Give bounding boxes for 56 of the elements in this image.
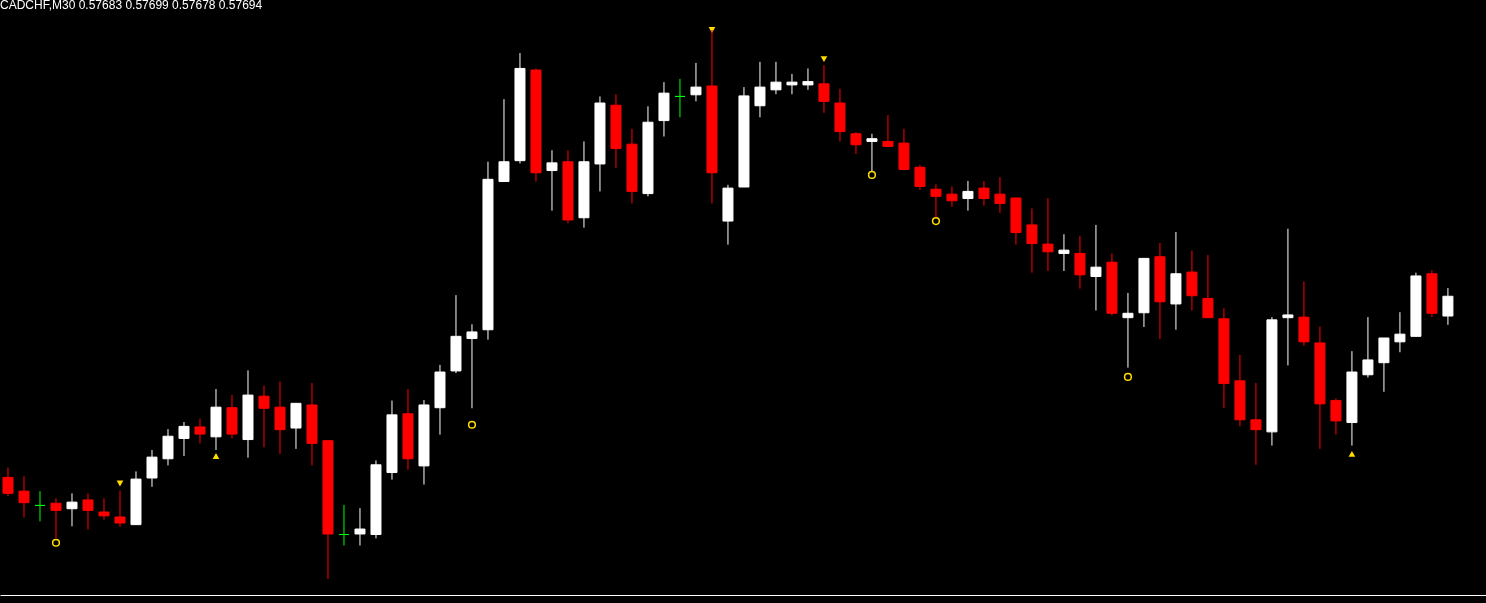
candlestick xyxy=(50,497,62,539)
point xyxy=(820,56,828,62)
candlestick xyxy=(1042,197,1054,272)
candlestick xyxy=(498,98,510,183)
candlestick xyxy=(1058,233,1070,272)
candlestick xyxy=(274,380,286,455)
point xyxy=(467,420,477,429)
candlestick xyxy=(802,67,814,91)
candlestick xyxy=(354,507,366,547)
candlestick xyxy=(1250,382,1262,466)
candlestick xyxy=(1362,316,1374,379)
candlestick xyxy=(754,61,766,118)
candlestick xyxy=(1122,292,1134,369)
candlestick xyxy=(1202,254,1214,319)
point xyxy=(212,453,220,459)
candlestick xyxy=(882,114,894,147)
candlestick xyxy=(674,78,686,118)
candlestick xyxy=(178,421,190,457)
candlestick xyxy=(546,149,558,212)
candlestick xyxy=(770,61,782,95)
candlestick xyxy=(162,428,174,466)
candlestick xyxy=(818,64,830,114)
candlestick xyxy=(690,62,702,102)
candlestick xyxy=(850,131,862,155)
candlestick xyxy=(1282,228,1294,366)
candlestick xyxy=(258,385,270,448)
point xyxy=(51,538,61,547)
candlestick xyxy=(1394,311,1406,353)
chart-title: CADCHF,M30 0.57683 0.57699 0.57678 0.57694 xyxy=(0,0,263,12)
candlestick xyxy=(82,492,94,531)
candlestick xyxy=(1074,235,1086,290)
point xyxy=(1348,450,1356,457)
point xyxy=(1123,372,1133,382)
candlestick xyxy=(146,449,158,488)
candlestick xyxy=(2,467,14,497)
candlestick xyxy=(98,497,110,521)
candlestick xyxy=(1090,224,1102,312)
candlestick xyxy=(34,490,46,522)
candlestick xyxy=(1330,397,1342,436)
candlestick xyxy=(786,73,798,95)
candlestick xyxy=(338,504,350,547)
candlestick xyxy=(1186,250,1198,312)
candlestick xyxy=(18,475,30,519)
candlestick xyxy=(994,176,1006,214)
candlestick xyxy=(466,323,478,409)
candlestick xyxy=(66,492,78,527)
candlestick xyxy=(194,418,206,444)
candlestick xyxy=(962,180,974,212)
candlestick xyxy=(1442,287,1454,326)
candlestick xyxy=(1026,207,1038,274)
candlestick xyxy=(978,180,990,207)
point xyxy=(931,216,941,226)
point xyxy=(867,170,877,180)
candlestick xyxy=(114,490,126,528)
candlestick xyxy=(946,185,958,208)
candlestick xyxy=(914,164,926,191)
